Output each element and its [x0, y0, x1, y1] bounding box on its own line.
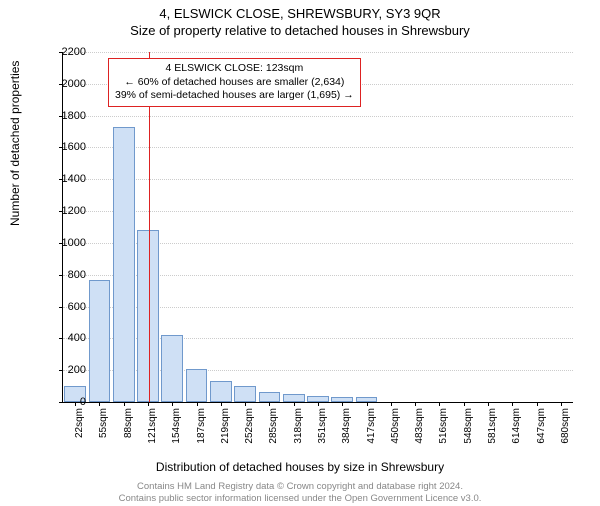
x-tick	[99, 402, 100, 406]
x-tick	[342, 402, 343, 406]
y-tick-label: 1000	[46, 237, 86, 249]
x-axis-label: Distribution of detached houses by size …	[0, 460, 600, 474]
y-axis-label: Number of detached properties	[8, 61, 22, 226]
info-line: 39% of semi-detached houses are larger (…	[115, 89, 354, 103]
x-tick-label: 351sqm	[317, 408, 328, 448]
y-tick-label: 1800	[46, 110, 86, 122]
x-tick-label: 581sqm	[487, 408, 498, 448]
x-tick-label: 187sqm	[196, 408, 207, 448]
x-tick	[464, 402, 465, 406]
x-tick	[318, 402, 319, 406]
x-tick-label: 450sqm	[390, 408, 401, 448]
x-tick-label: 219sqm	[220, 408, 231, 448]
x-tick-label: 548sqm	[463, 408, 474, 448]
x-tick-label: 417sqm	[366, 408, 377, 448]
x-tick	[391, 402, 392, 406]
page-title-address: 4, ELSWICK CLOSE, SHREWSBURY, SY3 9QR	[0, 6, 600, 21]
histogram-bar	[259, 392, 281, 402]
gridline	[63, 116, 573, 117]
x-tick	[124, 402, 125, 406]
x-tick-label: 647sqm	[536, 408, 547, 448]
x-tick	[148, 402, 149, 406]
x-tick-label: 121sqm	[147, 408, 158, 448]
x-tick-label: 680sqm	[560, 408, 571, 448]
histogram-bar	[113, 127, 135, 402]
histogram-bar	[137, 230, 159, 402]
y-tick-label: 200	[46, 364, 86, 376]
property-info-box: 4 ELSWICK CLOSE: 123sqm← 60% of detached…	[108, 58, 361, 107]
histogram-bar	[186, 369, 208, 402]
x-tick	[294, 402, 295, 406]
y-tick-label: 2000	[46, 78, 86, 90]
x-tick	[245, 402, 246, 406]
x-tick	[439, 402, 440, 406]
info-line: ← 60% of detached houses are smaller (2,…	[115, 76, 354, 90]
x-tick	[537, 402, 538, 406]
y-tick-label: 1400	[46, 173, 86, 185]
x-tick	[415, 402, 416, 406]
histogram-bar	[161, 335, 183, 402]
y-tick-label: 800	[46, 269, 86, 281]
info-line: 4 ELSWICK CLOSE: 123sqm	[115, 62, 354, 76]
x-tick-label: 285sqm	[268, 408, 279, 448]
x-tick-label: 252sqm	[244, 408, 255, 448]
histogram-chart: 4 ELSWICK CLOSE: 123sqm← 60% of detached…	[62, 52, 573, 403]
y-tick-label: 1200	[46, 205, 86, 217]
gridline	[63, 179, 573, 180]
histogram-bar	[283, 394, 305, 402]
histogram-bar	[89, 280, 111, 403]
x-tick	[197, 402, 198, 406]
x-tick	[561, 402, 562, 406]
y-tick-label: 600	[46, 301, 86, 313]
x-tick	[172, 402, 173, 406]
y-tick-label: 2200	[46, 46, 86, 58]
x-tick-label: 384sqm	[341, 408, 352, 448]
gridline	[63, 52, 573, 53]
x-tick-label: 483sqm	[414, 408, 425, 448]
footer-attribution: Contains HM Land Registry data © Crown c…	[0, 481, 600, 504]
x-tick-label: 516sqm	[438, 408, 449, 448]
x-tick	[367, 402, 368, 406]
x-tick	[488, 402, 489, 406]
y-tick-label: 1600	[46, 141, 86, 153]
x-tick	[221, 402, 222, 406]
x-tick-label: 55sqm	[98, 408, 109, 448]
x-tick-label: 614sqm	[511, 408, 522, 448]
x-tick	[269, 402, 270, 406]
y-tick-label: 400	[46, 332, 86, 344]
x-tick-label: 22sqm	[74, 408, 85, 448]
y-tick-label: 0	[46, 396, 86, 408]
gridline	[63, 211, 573, 212]
gridline	[63, 147, 573, 148]
x-tick-label: 154sqm	[171, 408, 182, 448]
x-tick-label: 318sqm	[293, 408, 304, 448]
footer-line2: Contains public sector information licen…	[0, 493, 600, 504]
histogram-bar	[210, 381, 232, 402]
x-tick	[512, 402, 513, 406]
footer-line1: Contains HM Land Registry data © Crown c…	[0, 481, 600, 492]
page-subtitle: Size of property relative to detached ho…	[0, 23, 600, 38]
x-tick-label: 88sqm	[123, 408, 134, 448]
histogram-bar	[234, 386, 256, 402]
